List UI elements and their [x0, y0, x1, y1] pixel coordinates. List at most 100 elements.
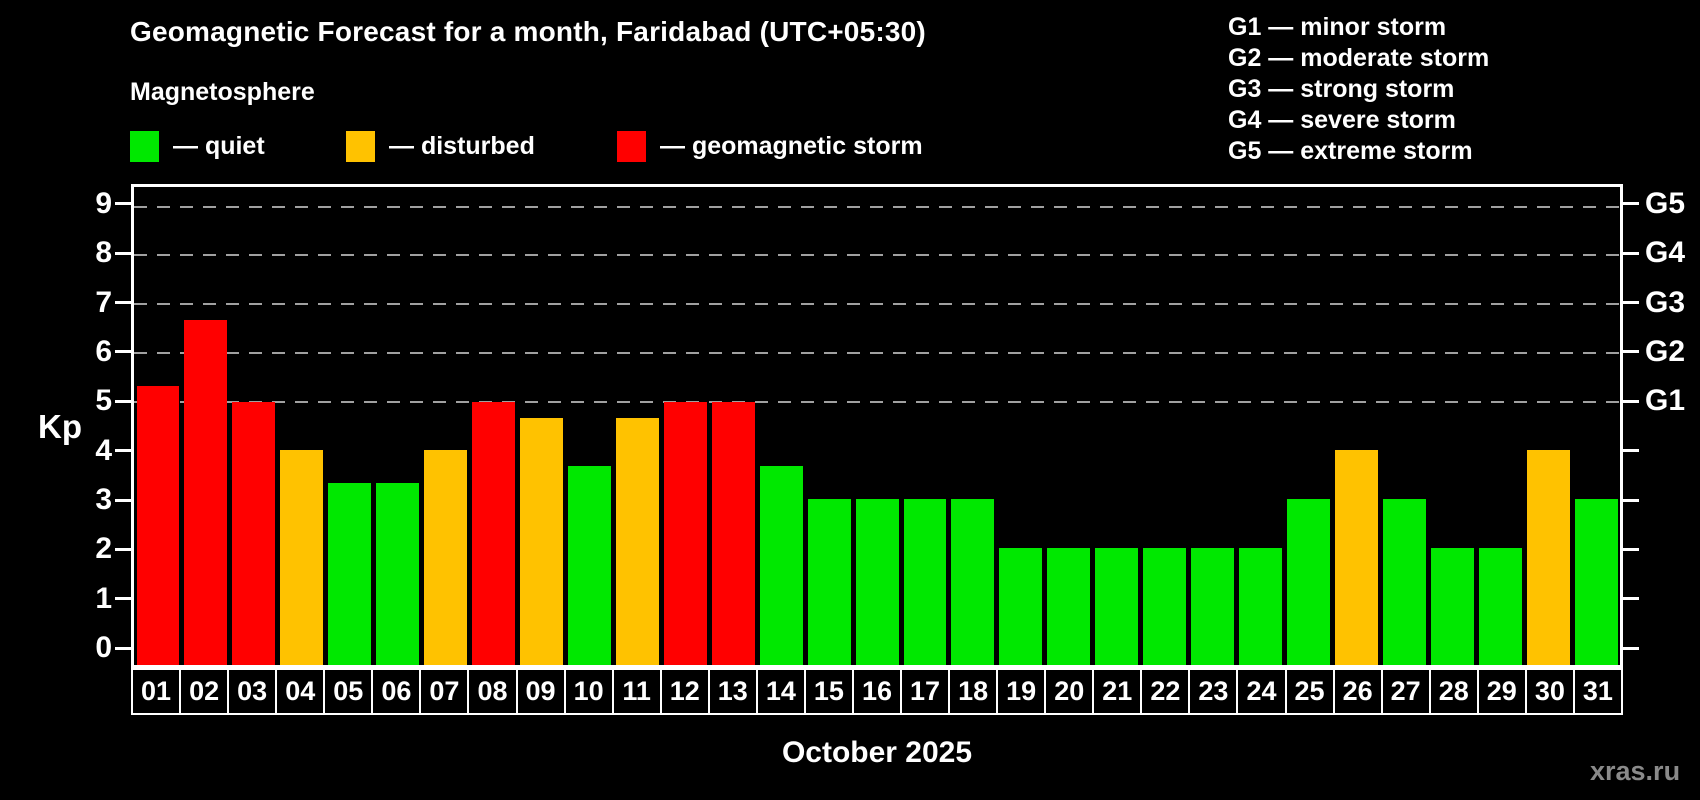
day-label-26: 26: [1332, 668, 1383, 715]
legend-item-quiet: — quiet: [130, 130, 265, 162]
kp-bar-day-07: [424, 450, 468, 665]
day-label-23: 23: [1188, 668, 1239, 715]
storm-color-swatch: [617, 130, 646, 162]
kp-bar-day-28: [1430, 547, 1474, 665]
kp-bar-day-05: [328, 483, 372, 665]
bar-slot-day-01: [134, 187, 182, 665]
watermark: xras.ru: [1590, 756, 1681, 786]
g-axis-label-G4: G4: [1645, 236, 1686, 270]
bar-slot-day-12: [661, 187, 709, 665]
left-tick-kp1: [115, 597, 131, 601]
kp-bar-day-09: [520, 417, 563, 665]
g-legend-line: G4 — severe storm: [1228, 106, 1456, 134]
day-label-03: 03: [227, 668, 278, 715]
bar-slot-day-03: [230, 187, 278, 665]
g-axis-label-G2: G2: [1645, 334, 1686, 368]
g-legend-line: G5 — extreme storm: [1228, 137, 1473, 165]
left-tick-kp5: [115, 399, 131, 403]
day-label-15: 15: [803, 668, 854, 715]
bar-slot-day-18: [949, 187, 997, 665]
gridline-kp8: [134, 254, 1620, 257]
kp-bar-day-10: [567, 466, 611, 665]
y-tick-label-8: 8: [95, 236, 112, 270]
bar-slot-day-29: [1476, 187, 1524, 665]
disturbed-color-swatch: [346, 130, 375, 162]
kp-bar-day-04: [280, 450, 324, 665]
kp-bar-day-12: [663, 401, 707, 665]
bar-slot-day-17: [901, 187, 949, 665]
bar-slot-day-14: [757, 187, 805, 665]
x-axis-month-label: October 2025: [781, 736, 973, 769]
day-label-02: 02: [179, 668, 230, 715]
day-label-14: 14: [755, 668, 806, 715]
chart-subtitle: Magnetosphere: [130, 78, 315, 106]
day-label-31: 31: [1572, 668, 1623, 715]
kp-bar-day-21: [1095, 547, 1139, 665]
y-tick-label-7: 7: [95, 285, 112, 319]
kp-bar-day-18: [951, 499, 995, 665]
x-axis-day-labels: 01 02 03 04 05 06 07 08 09 10 11 12 13 14 15 16 17 18 19 20…: [131, 668, 1623, 715]
bar-slot-day-25: [1285, 187, 1333, 665]
kp-bar-day-17: [903, 499, 947, 665]
g-axis-label-G1: G1: [1645, 384, 1686, 418]
day-label-25: 25: [1284, 668, 1335, 715]
right-tick-kp3: [1623, 498, 1639, 502]
day-label-01: 01: [131, 668, 182, 715]
day-label-22: 22: [1140, 668, 1191, 715]
bar-slot-day-27: [1380, 187, 1428, 665]
right-tick-kp2: [1623, 547, 1639, 551]
left-tick-kp2: [115, 547, 131, 551]
right-tick-kp7: [1623, 301, 1639, 305]
g-scale-legend: G1 — minor storm G2 — moderate storm G3 — …: [1228, 12, 1489, 167]
bar-slot-day-28: [1428, 187, 1476, 665]
bar-slot-day-23: [1189, 187, 1237, 665]
right-tick-kp5: [1623, 399, 1639, 403]
bar-slot-day-11: [613, 187, 661, 665]
day-label-04: 04: [275, 668, 326, 715]
day-label-29: 29: [1476, 668, 1527, 715]
y-tick-label-9: 9: [95, 186, 112, 220]
day-label-24: 24: [1236, 668, 1287, 715]
gridline-kp7: [134, 303, 1620, 306]
day-label-17: 17: [900, 668, 951, 715]
day-label-05: 05: [323, 668, 374, 715]
left-tick-kp6: [115, 350, 131, 354]
day-label-21: 21: [1092, 668, 1143, 715]
bar-slot-day-26: [1332, 187, 1380, 665]
day-label-18: 18: [948, 668, 999, 715]
chart-title: Geomagnetic Forecast for a month, Farida…: [130, 16, 926, 47]
g-axis-label-G3: G3: [1645, 285, 1686, 319]
left-tick-kp9: [115, 202, 131, 206]
gridline-kp6: [134, 351, 1620, 354]
g-legend-line: G3 — strong storm: [1228, 75, 1455, 103]
kp-bar-day-29: [1478, 547, 1522, 665]
kp-bar-day-24: [1239, 547, 1282, 665]
bar-slot-day-31: [1572, 187, 1620, 665]
g-legend-line: G1 — minor storm: [1228, 13, 1447, 41]
left-tick-kp8: [115, 251, 131, 255]
y-tick-label-3: 3: [95, 483, 112, 517]
quiet-color-swatch: [130, 130, 159, 162]
bar-slot-day-07: [422, 187, 470, 665]
bar-slot-day-20: [1045, 187, 1093, 665]
gridline-kp9: [134, 205, 1620, 208]
gridline-kp5: [134, 400, 1620, 403]
kp-bar-day-27: [1382, 499, 1426, 665]
day-label-30: 30: [1524, 668, 1575, 715]
y-tick-label-4: 4: [95, 433, 112, 467]
kp-bar-day-01: [136, 385, 180, 665]
kp-bar-day-03: [232, 401, 276, 665]
bar-slot-day-08: [470, 187, 518, 665]
day-label-07: 07: [419, 668, 470, 715]
right-tick-kp4: [1623, 449, 1639, 453]
bar-slot-day-15: [805, 187, 853, 665]
kp-bar-day-11: [615, 417, 659, 665]
legend-label: — geomagnetic storm: [660, 131, 923, 160]
bar-slot-day-24: [1237, 187, 1285, 665]
right-tick-kp1: [1623, 597, 1639, 601]
y-tick-label-1: 1: [95, 581, 112, 615]
kp-bar-day-15: [807, 499, 851, 665]
legend-item-disturbed: — disturbed: [346, 130, 535, 162]
day-label-16: 16: [851, 668, 902, 715]
